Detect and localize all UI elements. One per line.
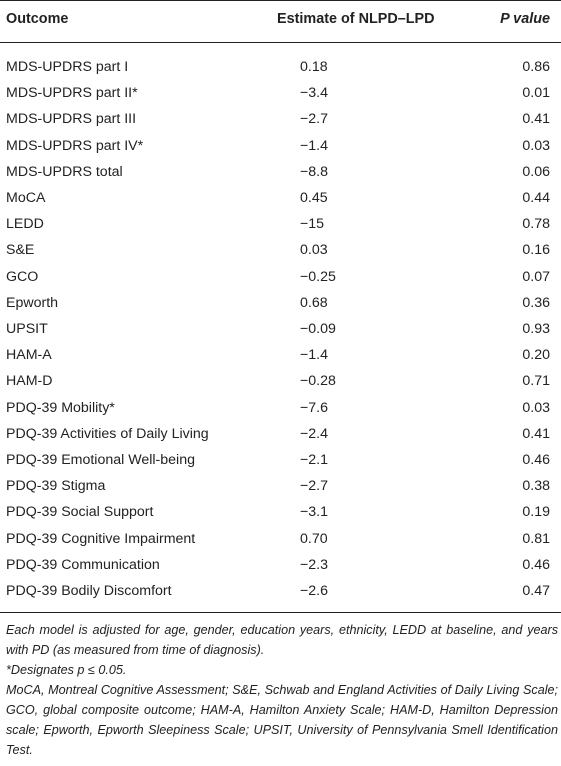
- table-row: PDQ-39 Stigma −2.7 0.38: [0, 473, 561, 499]
- table-row: PDQ-39 Communication −2.3 0.46: [0, 552, 561, 578]
- cell-outcome: HAM-D: [6, 373, 53, 390]
- table-row: GCO −0.25 0.07: [0, 264, 561, 290]
- cell-p-value: 0.07: [522, 268, 550, 285]
- cell-estimate: 0.18: [300, 59, 328, 75]
- cell-p-value: 0.71: [522, 373, 550, 390]
- table-row: MDS-UPDRS part II* −3.4 0.01: [0, 80, 561, 106]
- cell-outcome: MDS-UPDRS part II*: [6, 85, 138, 102]
- cell-estimate: −0.28: [300, 373, 336, 390]
- cell-outcome: UPSIT: [6, 321, 48, 337]
- table-row: PDQ-39 Mobility* −7.6 0.03: [0, 395, 561, 421]
- cell-estimate: −2.1: [300, 452, 329, 468]
- table-header-row: Outcome Estimate of NLPD–LPD P value: [0, 6, 561, 32]
- footnote-adjustment: Each model is adjusted for age, gender, …: [6, 623, 558, 657]
- cell-outcome: PDQ-39 Communication: [6, 556, 160, 573]
- cell-estimate: 0.03: [300, 242, 328, 259]
- cell-estimate: −2.4: [300, 425, 329, 442]
- header-outcome: Outcome: [6, 11, 69, 27]
- cell-estimate: −0.25: [300, 268, 336, 285]
- cell-estimate: −7.6: [300, 399, 329, 416]
- cell-outcome: PDQ-39 Bodily Discomfort: [6, 583, 172, 599]
- cell-p-value: 0.86: [522, 59, 550, 75]
- header-estimate: Estimate of NLPD–LPD: [277, 11, 435, 27]
- cell-p-value: 0.41: [522, 425, 550, 442]
- cell-p-value: 0.38: [522, 478, 550, 495]
- table-row: MDS-UPDRS total −8.8 0.06: [0, 159, 561, 185]
- table-row: MoCA 0.45 0.44: [0, 185, 561, 211]
- cell-estimate: −0.09: [300, 321, 336, 337]
- cell-p-value: 0.78: [522, 216, 550, 233]
- table-row: PDQ-39 Cognitive Impairment 0.70 0.81: [0, 526, 561, 552]
- table-row: MDS-UPDRS part I 0.18 0.86: [0, 54, 561, 80]
- cell-estimate: 0.68: [300, 294, 328, 311]
- table-footnotes: Each model is adjusted for age, gender, …: [6, 620, 558, 760]
- cell-estimate: −2.7: [300, 478, 329, 495]
- cell-outcome: MDS-UPDRS part IV*: [6, 137, 144, 154]
- cell-outcome: Epworth: [6, 294, 59, 311]
- table-row: HAM-A −1.4 0.20: [0, 342, 561, 368]
- cell-p-value: 0.03: [522, 137, 550, 154]
- table-row: LEDD −15 0.78: [0, 211, 561, 237]
- cell-estimate: −1.4: [300, 137, 329, 154]
- cell-outcome: LEDD: [6, 216, 44, 233]
- cell-estimate: −2.7: [300, 111, 329, 128]
- cell-p-value: 0.93: [522, 321, 550, 337]
- footnote-abbreviations: MoCA, Montreal Cognitive Assessment; S&E…: [6, 683, 558, 757]
- cell-p-value: 0.46: [522, 452, 550, 468]
- cell-p-value: 0.36: [522, 294, 550, 311]
- cell-outcome: MDS-UPDRS part III: [6, 111, 137, 128]
- cell-estimate: −8.8: [300, 163, 329, 180]
- cell-outcome: PDQ-39 Activities of Daily Living: [6, 425, 209, 442]
- cell-p-value: 0.47: [522, 583, 550, 599]
- cell-estimate: −15: [300, 216, 325, 233]
- table-row: PDQ-39 Bodily Discomfort −2.6 0.47: [0, 578, 561, 604]
- cell-estimate: 0.70: [300, 530, 328, 547]
- cell-p-value: 0.20: [522, 347, 550, 364]
- cell-p-value: 0.03: [522, 399, 550, 416]
- table-row: HAM-D −0.28 0.71: [0, 368, 561, 394]
- table-row: PDQ-39 Social Support −3.1 0.19: [0, 499, 561, 525]
- cell-outcome: PDQ-39 Cognitive Impairment: [6, 530, 196, 547]
- table-row: S&E 0.03 0.16: [0, 237, 561, 263]
- cell-outcome: GCO: [6, 268, 39, 285]
- cell-outcome: PDQ-39 Social Support: [6, 504, 154, 521]
- cell-estimate: −1.4: [300, 347, 329, 364]
- cell-outcome: PDQ-39 Stigma: [6, 478, 106, 495]
- cell-outcome: HAM-A: [6, 347, 52, 364]
- cell-outcome: PDQ-39 Mobility*: [6, 399, 115, 416]
- cell-p-value: 0.44: [522, 190, 550, 206]
- cell-p-value: 0.16: [522, 242, 550, 259]
- cell-estimate: −3.4: [300, 85, 329, 102]
- cell-outcome: MDS-UPDRS total: [6, 163, 123, 180]
- cell-p-value: 0.01: [522, 85, 550, 102]
- cell-p-value: 0.46: [522, 556, 550, 573]
- table-row: Epworth 0.68 0.36: [0, 290, 561, 316]
- table-row: UPSIT −0.09 0.93: [0, 316, 561, 342]
- cell-estimate: 0.45: [300, 190, 328, 206]
- cell-p-value: 0.41: [522, 111, 550, 128]
- table-row: MDS-UPDRS part III −2.7 0.41: [0, 106, 561, 132]
- table-top-rule: [0, 0, 561, 1]
- cell-estimate: −2.3: [300, 556, 329, 573]
- cell-p-value: 0.19: [522, 504, 550, 521]
- table-row: MDS-UPDRS part IV* −1.4 0.03: [0, 133, 561, 159]
- table-row: PDQ-39 Activities of Daily Living −2.4 0.4…: [0, 421, 561, 447]
- table-row: PDQ-39 Emotional Well-being −2.1 0.46: [0, 447, 561, 473]
- cell-outcome: PDQ-39 Emotional Well-being: [6, 452, 195, 468]
- cell-outcome: MDS-UPDRS part I: [6, 59, 129, 75]
- table-header-rule: [0, 42, 561, 43]
- cell-estimate: −3.1: [300, 504, 329, 521]
- table-bottom-rule: [0, 612, 561, 613]
- cell-outcome: S&E: [6, 242, 35, 259]
- cell-p-value: 0.81: [522, 530, 550, 547]
- cell-outcome: MoCA: [6, 190, 46, 206]
- cell-p-value: 0.06: [522, 163, 550, 180]
- header-p-value: P value: [500, 11, 550, 27]
- footnote-significance: *Designates p ≤ 0.05.: [6, 663, 127, 677]
- cell-estimate: −2.6: [300, 583, 329, 599]
